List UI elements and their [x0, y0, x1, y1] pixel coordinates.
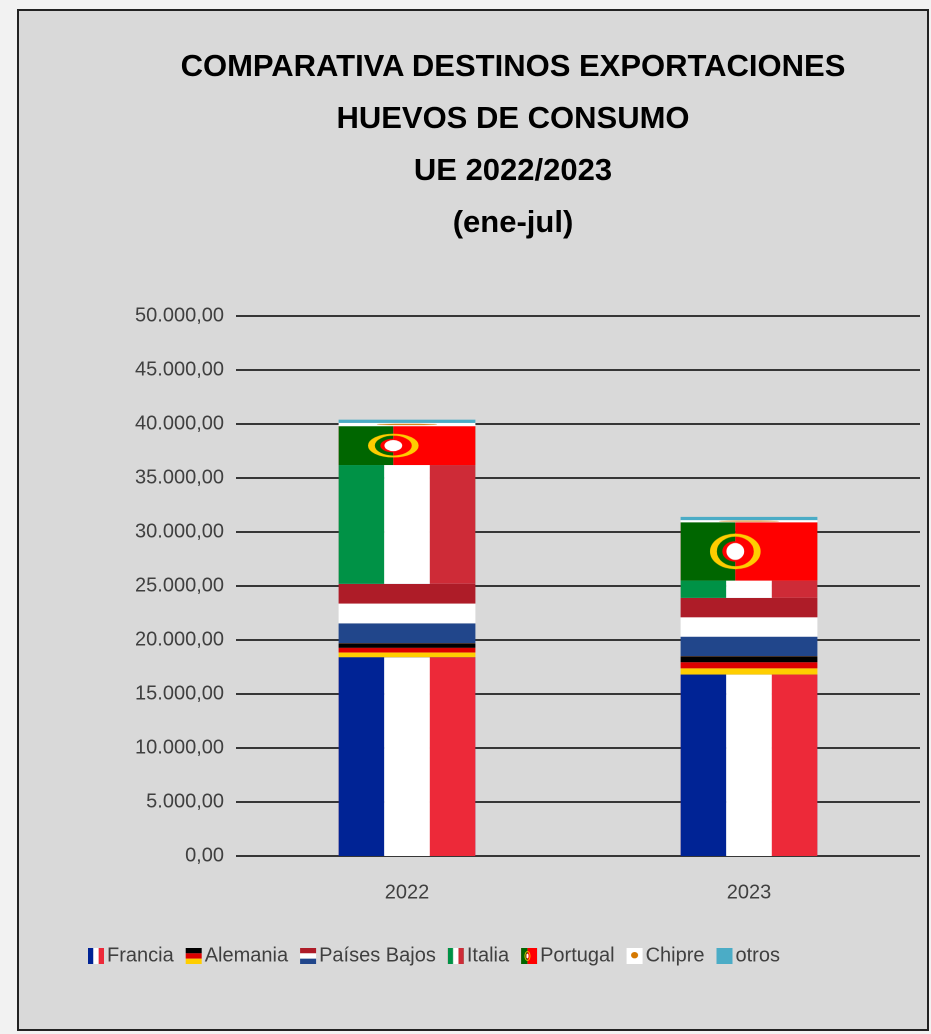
- y-tick-label: 0,00: [185, 844, 224, 866]
- bar-segment: [338, 657, 476, 856]
- y-tick-label: 5.000,00: [146, 790, 224, 812]
- legend-swatch: [447, 948, 464, 964]
- bar-segment: [338, 465, 476, 584]
- legend-label: Portugal: [540, 944, 615, 966]
- bar-segment: [338, 426, 476, 466]
- x-tick-label: 2023: [727, 881, 772, 903]
- y-tick-label: 20.000,00: [135, 628, 224, 650]
- y-tick-label: 10.000,00: [135, 736, 224, 758]
- legend-swatch: [716, 948, 733, 964]
- legend-label: Países Bajos: [319, 944, 436, 966]
- bar-segment: [680, 522, 818, 581]
- y-tick-label: 15.000,00: [135, 682, 224, 704]
- legend-label: Alemania: [205, 944, 289, 966]
- chart-title: HUEVOS DE CONSUMO: [336, 100, 689, 135]
- y-tick-label: 45.000,00: [135, 358, 224, 380]
- legend-swatch: [626, 948, 643, 964]
- legend-label: otros: [736, 944, 780, 966]
- y-tick-label: 50.000,00: [135, 304, 224, 326]
- legend-label: Chipre: [646, 944, 705, 966]
- y-tick-label: 30.000,00: [135, 520, 224, 542]
- legend-swatch: [185, 948, 202, 964]
- bar-segment: [338, 422, 476, 427]
- chart-title: COMPARATIVA DESTINOS EXPORTACIONES: [181, 48, 846, 83]
- bar-segment: [680, 597, 818, 657]
- bar-segment: [680, 516, 818, 521]
- bar-segment: [680, 520, 818, 523]
- y-tick-label: 35.000,00: [135, 466, 224, 488]
- bar-segment: [680, 580, 818, 598]
- legend-swatch: [88, 948, 104, 964]
- legend-swatch: [521, 948, 538, 964]
- bar-segment: [338, 583, 476, 644]
- bar-segment: [338, 643, 476, 658]
- bar-segment: [680, 674, 818, 856]
- y-tick-label: 25.000,00: [135, 574, 224, 596]
- chart-title: UE 2022/2023: [414, 152, 612, 187]
- bar-segment: [338, 419, 476, 423]
- legend-label: Italia: [467, 944, 510, 966]
- x-tick-label: 2022: [385, 881, 430, 903]
- legend-label: Francia: [107, 944, 175, 966]
- y-tick-label: 40.000,00: [135, 412, 224, 434]
- bar-segment: [680, 656, 818, 675]
- chart-title: (ene-jul): [453, 204, 574, 239]
- legend-swatch: [300, 948, 317, 964]
